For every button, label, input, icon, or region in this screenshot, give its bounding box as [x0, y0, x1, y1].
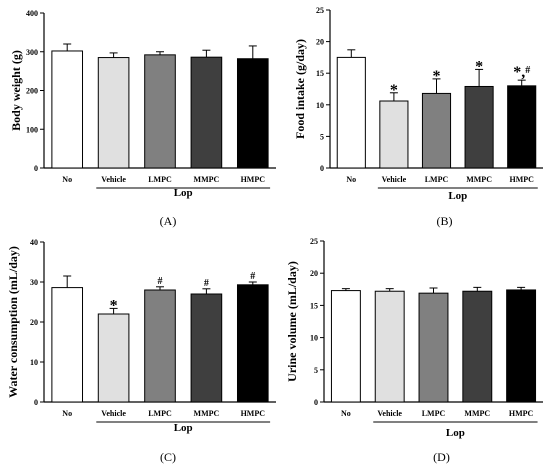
panel-label: (A) [160, 214, 177, 228]
y-tick-label: 40 [30, 238, 38, 247]
x-tick-label-no: No [341, 409, 351, 418]
x-tick-label-no: No [346, 175, 356, 184]
x-tick-label-hmpc: HMPC [509, 409, 534, 418]
panel-label: (B) [437, 214, 453, 228]
panel-label: (D) [433, 450, 450, 464]
chart-panel-1: 0 100 200 300 400 Body weight (g) No Vehicle LMP… [9, 9, 276, 228]
group-label: Lop [174, 422, 193, 434]
y-tick-label: 10 [30, 358, 38, 367]
bar-mmpc [464, 85, 494, 169]
x-tick-label-mmpc: MMPC [464, 409, 490, 418]
x-tick-label-hmpc: HMPC [241, 409, 266, 418]
y-tick-label: 10 [316, 101, 324, 110]
group-label: Lop [446, 427, 465, 439]
bar-mmpc [190, 293, 223, 403]
y-tick-label: 20 [30, 318, 38, 327]
chart-panel-2: 0 5 10 15 20 25 Food intake (g/day) No * Vehicle *… [293, 6, 543, 228]
chart-panel-3: 0 10 20 30 40 Water consumption (mL/day) No * Ve… [6, 238, 276, 464]
bar-hmpc [507, 85, 537, 169]
y-tick-label: 30 [30, 278, 38, 287]
chart-panel-4: 0 5 10 15 20 25 Urine volume (mL/day) No Vehicle… [285, 237, 543, 464]
y-axis-label: Urine volume (mL/day) [285, 261, 299, 382]
panel-label: (C) [160, 450, 176, 464]
x-tick-label-no: No [62, 409, 72, 418]
significance-marker-mmpc: # [204, 278, 209, 289]
y-tick-label: 15 [316, 69, 324, 78]
x-tick-label-lmpc: LMPC [148, 409, 172, 418]
bar-lmpc [144, 54, 176, 169]
y-tick-label: 20 [310, 269, 318, 278]
y-tick-label: 0 [314, 398, 318, 407]
significance-marker-hmpc: *,# [513, 64, 530, 81]
significance-marker-vehicle: * [390, 82, 398, 99]
bar-vehicle [97, 57, 130, 169]
y-tick-label: 400 [26, 9, 38, 18]
y-tick-label: 10 [310, 334, 318, 343]
y-tick-label: 0 [34, 164, 38, 173]
bar-hmpc [236, 58, 269, 169]
x-tick-label-mmpc: MMPC [466, 175, 492, 184]
bar-lmpc [421, 92, 452, 169]
x-tick-label-vehicle: Vehicle [382, 175, 407, 184]
x-tick-label-hmpc: HMPC [241, 175, 266, 184]
bar-vehicle [379, 100, 409, 169]
group-label: Lop [174, 187, 193, 199]
y-tick-label: 25 [310, 237, 318, 246]
x-tick-label-hmpc: HMPC [509, 175, 534, 184]
bar-vehicle [97, 313, 130, 403]
x-tick-label-vehicle: Vehicle [101, 409, 126, 418]
x-tick-label-lmpc: LMPC [425, 175, 449, 184]
y-tick-label: 20 [316, 38, 324, 47]
bar-hmpc [506, 289, 537, 403]
y-tick-label: 15 [310, 301, 318, 310]
x-tick-label-lmpc: LMPC [148, 175, 172, 184]
y-tick-label: 5 [314, 366, 318, 375]
bar-no [51, 50, 84, 169]
significance-marker-lmpc: * [433, 68, 441, 85]
x-tick-label-vehicle: Vehicle [101, 175, 126, 184]
group-label: Lop [448, 190, 467, 202]
bar-mmpc [462, 290, 493, 403]
x-tick-label-mmpc: MMPC [194, 175, 220, 184]
y-tick-label: 25 [316, 6, 324, 15]
x-tick-label-lmpc: LMPC [422, 409, 446, 418]
bar-hmpc [236, 284, 269, 403]
significance-marker-lmpc: # [158, 276, 163, 287]
x-tick-label-vehicle: Vehicle [377, 409, 402, 418]
x-tick-label-no: No [62, 175, 72, 184]
significance-marker-vehicle: * [110, 297, 118, 314]
bar-vehicle [374, 290, 405, 403]
y-tick-label: 5 [320, 132, 324, 141]
bar-lmpc [144, 289, 176, 403]
y-axis-label: Body weight (g) [9, 50, 23, 131]
y-axis-label: Water consumption (mL/day) [6, 246, 20, 398]
y-tick-label: 0 [320, 164, 324, 173]
y-tick-label: 300 [26, 48, 38, 57]
bar-no [336, 56, 366, 169]
bar-no [51, 287, 84, 403]
y-tick-label: 0 [34, 398, 38, 407]
significance-marker-mmpc: * [475, 58, 483, 75]
bar-mmpc [190, 56, 223, 169]
y-tick-label: 200 [26, 87, 38, 96]
y-tick-label: 100 [26, 125, 38, 134]
significance-marker-hmpc: # [250, 271, 255, 282]
bar-no [330, 290, 361, 403]
y-axis-label: Food intake (g/day) [293, 39, 307, 139]
x-tick-label-mmpc: MMPC [194, 409, 220, 418]
bar-lmpc [418, 292, 449, 403]
